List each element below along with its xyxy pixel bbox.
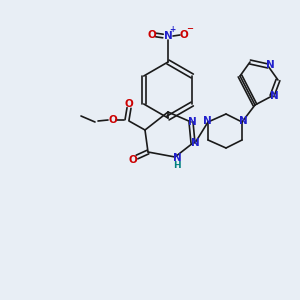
Text: N: N xyxy=(266,60,274,70)
Text: N: N xyxy=(270,91,278,101)
Text: N: N xyxy=(190,138,200,148)
Text: N: N xyxy=(188,117,196,127)
Text: O: O xyxy=(109,115,117,125)
Text: H: H xyxy=(173,160,181,169)
Text: N: N xyxy=(238,116,247,126)
Text: O: O xyxy=(124,99,134,109)
Text: N: N xyxy=(164,31,172,41)
Text: −: − xyxy=(187,25,194,34)
Text: +: + xyxy=(169,26,175,34)
Text: N: N xyxy=(202,116,211,126)
Text: N: N xyxy=(172,153,182,163)
Text: O: O xyxy=(148,30,156,40)
Text: O: O xyxy=(180,30,188,40)
Text: O: O xyxy=(129,155,137,165)
